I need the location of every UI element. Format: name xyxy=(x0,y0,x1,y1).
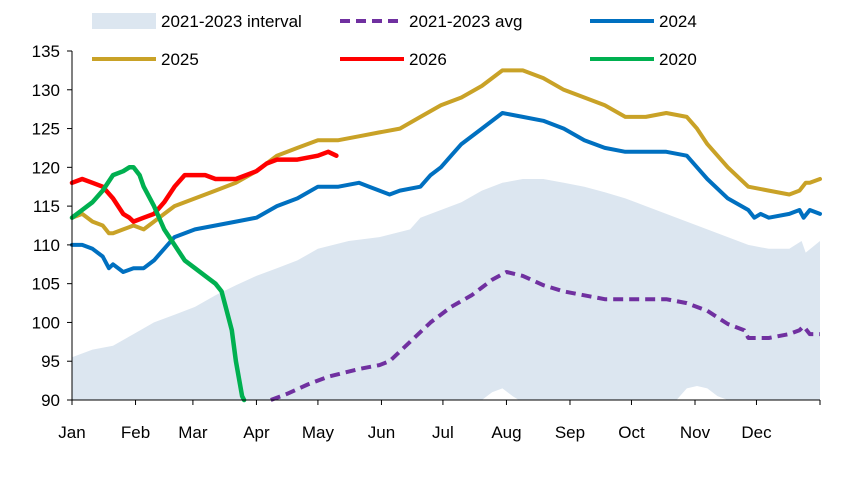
x-tick-label: Dec xyxy=(741,423,772,442)
legend-label-2025: 2025 xyxy=(161,50,199,69)
y-tick-label: 105 xyxy=(32,275,60,294)
x-tick-label: Apr xyxy=(243,423,270,442)
x-tick-label: Mar xyxy=(178,423,208,442)
y-tick-label: 125 xyxy=(32,120,60,139)
x-tick-label: Nov xyxy=(680,423,711,442)
legend-label-2024: 2024 xyxy=(659,12,697,31)
series-line-2026 xyxy=(69,149,339,224)
y-tick-label: 130 xyxy=(32,81,60,100)
series-line-2021-2023-avg xyxy=(270,270,820,402)
legend-label-2021-2023-interval: 2021-2023 interval xyxy=(161,12,302,31)
legend-swatch-2021-2023-interval xyxy=(92,13,156,29)
x-tick-label: Aug xyxy=(491,423,521,442)
y-tick-label: 135 xyxy=(32,42,60,61)
series-line-2020 xyxy=(69,165,247,403)
legend-label-2020: 2020 xyxy=(659,50,697,69)
interval-band xyxy=(72,179,820,400)
axis-ticks-layer: 90 95 100 105 110 115 120 125 130 135 Jan Feb Mar Apr… xyxy=(32,42,821,442)
y-tick-label: 100 xyxy=(32,313,60,332)
x-tick-label: May xyxy=(302,423,335,442)
y-tick-label: 120 xyxy=(32,158,60,177)
x-tick-label: Feb xyxy=(121,423,150,442)
x-tick-label: Jul xyxy=(432,423,454,442)
x-tick-label: Oct xyxy=(618,423,645,442)
x-tick-label: Jun xyxy=(368,423,395,442)
series-lines-layer xyxy=(69,68,822,403)
legend-label-2026: 2026 xyxy=(409,50,447,69)
y-tick-label: 90 xyxy=(41,391,60,410)
y-tick-label: 115 xyxy=(33,197,60,216)
series-line-2024 xyxy=(70,111,822,274)
interval-band-layer xyxy=(72,179,820,400)
legend-label-2021-2023-avg: 2021-2023 avg xyxy=(409,12,522,31)
y-tick-label: 95 xyxy=(41,352,60,371)
y-tick-label: 110 xyxy=(33,236,60,255)
legend: 2021-2023 interval 2021-2023 avg 2024 2025 2… xyxy=(92,12,697,69)
x-tick-label: Sep xyxy=(555,423,585,442)
x-tick-label: Jan xyxy=(58,423,85,442)
series-line-2025 xyxy=(70,68,822,236)
